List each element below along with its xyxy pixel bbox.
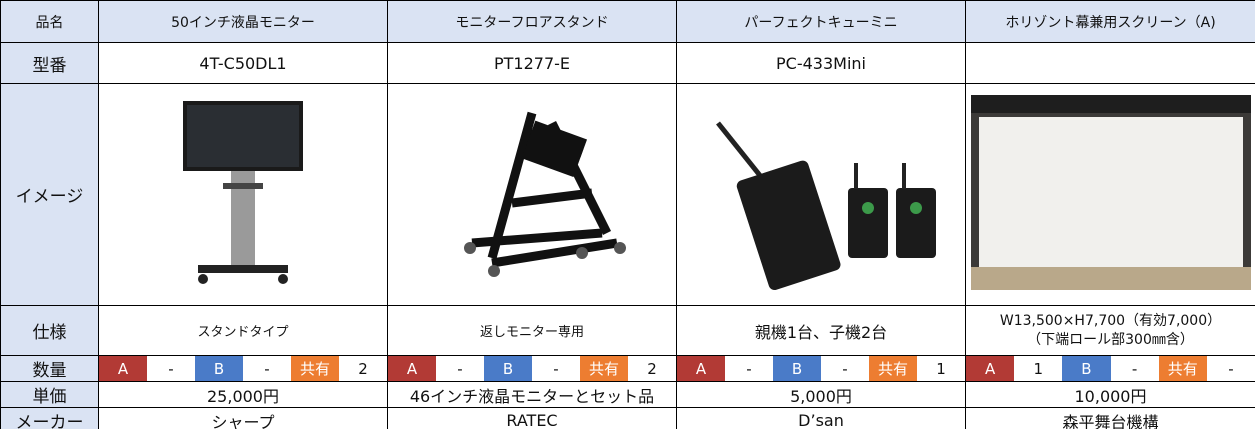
image xyxy=(676,83,966,306)
quantity-value: - xyxy=(168,359,174,378)
cell: 親機1台、子機2台 xyxy=(676,305,966,356)
quantity-key: A xyxy=(99,356,147,381)
header-cell: パーフェクトキューミニ xyxy=(676,0,966,43)
row-label: 品名 xyxy=(0,0,99,43)
quantity-value: - xyxy=(842,359,848,378)
cell: 46インチ液晶モニターとセット品 xyxy=(387,381,677,408)
row-label: 数量 xyxy=(0,355,99,382)
quantity-group: A 1 B - 共有 - xyxy=(966,356,1255,381)
cell xyxy=(965,42,1255,84)
header-cell: モニターフロアスタンド xyxy=(387,0,677,43)
quantity-group: A - B - 共有 2 xyxy=(99,356,387,381)
spec-line: 親機1台、子機2台 xyxy=(754,322,888,342)
cell: A 1 B - 共有 - xyxy=(965,355,1255,382)
quantity-value: - xyxy=(1131,359,1138,378)
quantity-value: 1 xyxy=(1033,359,1044,378)
quantity-key: 共有 xyxy=(291,356,339,381)
row-label: 仕様 xyxy=(0,305,99,356)
cell: 10,000円 xyxy=(965,381,1255,408)
quantity-value: - xyxy=(746,359,752,378)
quantity-key: B xyxy=(1062,356,1111,381)
quantity-group: A - B - 共有 1 xyxy=(677,356,965,381)
quantity-key: 共有 xyxy=(580,356,628,381)
image-row: イメージ xyxy=(0,83,1255,306)
quantity-key: B xyxy=(773,356,821,381)
monitor-image xyxy=(183,100,303,284)
quantity-group: A - B - 共有 2 xyxy=(388,356,676,381)
model-row: 型番 4T-C50DL1 PT1277-E PC-433Mini xyxy=(0,42,1255,84)
quantity-value: 2 xyxy=(647,359,657,378)
spec-line: （下端ロール部300㎜含） xyxy=(1027,331,1194,348)
quantity-key: A xyxy=(388,356,436,381)
cell: W13,500×H7,700（有効7,000） （下端ロール部300㎜含） xyxy=(965,305,1255,356)
screen-image xyxy=(970,95,1251,290)
quantity-value: - xyxy=(457,359,463,378)
cell: 4T-C50DL1 xyxy=(98,42,388,84)
quantity-value: 1 xyxy=(936,359,946,378)
quantity-key: B xyxy=(195,356,243,381)
header-row: 品名 50インチ液晶モニター モニターフロアスタンド パーフェクトキューミニ ホリゾント… xyxy=(0,0,1255,43)
image xyxy=(98,83,388,306)
cell: 5,000円 xyxy=(676,381,966,408)
cell: 返しモニター専用 xyxy=(387,305,677,356)
quantity-value: 2 xyxy=(358,359,368,378)
row-label: イメージ xyxy=(0,83,99,306)
row-label: 型番 xyxy=(0,42,99,84)
cell: PT1277-E xyxy=(387,42,677,84)
maker-row: メーカー シャープ RATEC D’san 森平舞台機構 xyxy=(0,407,1255,429)
quantity-key: 共有 xyxy=(869,356,917,381)
spec-row: 仕様 スタンドタイプ 返しモニター専用 親機1台、子機2台 W13,500×H7,700… xyxy=(0,305,1255,356)
quantity-key: 共有 xyxy=(1158,356,1207,381)
cell: シャープ xyxy=(98,407,388,429)
cell: D’san xyxy=(676,407,966,429)
price-row: 単価 25,000円 46インチ液晶モニターとセット品 5,000円 10,000円 xyxy=(0,381,1255,408)
quantity-value: - xyxy=(553,359,559,378)
cell: 森平舞台機構 xyxy=(965,407,1255,429)
spec-line: スタンドタイプ xyxy=(197,325,289,340)
row-label: メーカー xyxy=(0,407,99,429)
header-cell: ホリゾント幕兼用スクリーン（A) xyxy=(965,0,1255,43)
quantity-key: A xyxy=(966,356,1015,381)
cell: スタンドタイプ xyxy=(98,305,388,356)
image xyxy=(387,83,677,306)
quantity-row: 数量 A - B - 共有 2 A - B - 共有 2 A - B - 共有 1 A 1 B - 共有 - xyxy=(0,355,1255,382)
quantity-value: - xyxy=(264,359,270,378)
cue-image xyxy=(716,120,936,290)
spec-line: W13,500×H7,700（有効7,000） xyxy=(999,312,1222,329)
cell: RATEC xyxy=(387,407,677,429)
cell: 25,000円 xyxy=(98,381,388,408)
cell: A - B - 共有 1 xyxy=(676,355,966,382)
spec-line: 返しモニター専用 xyxy=(479,325,584,340)
cell: PC-433Mini xyxy=(676,42,966,84)
cell: A - B - 共有 2 xyxy=(98,355,388,382)
row-label: 単価 xyxy=(0,381,99,408)
quantity-value: - xyxy=(1228,359,1234,378)
stand-image xyxy=(464,111,626,277)
header-cell: 50インチ液晶モニター xyxy=(98,0,388,43)
image xyxy=(965,83,1255,306)
quantity-key: B xyxy=(484,356,532,381)
cell: A - B - 共有 2 xyxy=(387,355,677,382)
quantity-key: A xyxy=(677,356,725,381)
